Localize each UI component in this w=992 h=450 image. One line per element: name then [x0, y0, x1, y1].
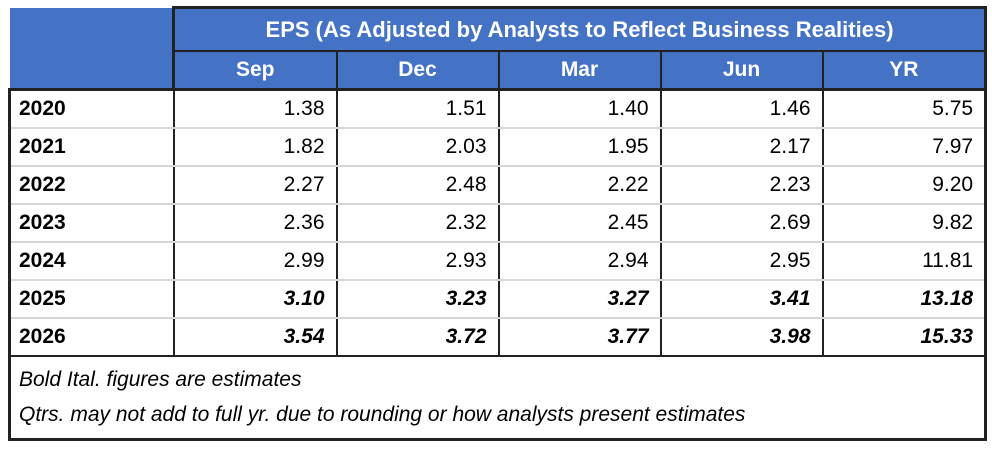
column-header-yr: YR: [821, 50, 988, 91]
row-header-year: 2020: [8, 89, 175, 129]
eps-value: 1.82: [173, 127, 338, 167]
column-header-mar: Mar: [497, 50, 662, 91]
table-row-2023: 2023 2.36 2.32 2.45 2.69 9.82: [8, 203, 988, 243]
column-header-sep: Sep: [172, 50, 338, 91]
eps-estimate-value: 3.41: [660, 279, 824, 319]
eps-estimate-value-yr: 13.18: [822, 279, 988, 319]
column-header-jun: Jun: [659, 50, 824, 91]
eps-value: 1.95: [498, 127, 662, 167]
row-header-year: 2021: [8, 127, 175, 167]
row-header-year: 2026: [8, 317, 175, 357]
eps-value: 2.23: [660, 165, 824, 205]
eps-value: 2.27: [173, 165, 338, 205]
eps-value: 1.46: [660, 89, 824, 129]
eps-estimate-value: 3.77: [498, 317, 662, 357]
eps-table-figure: EPS (As Adjusted by Analysts to Reflect …: [0, 6, 992, 450]
table-row-2026-estimate: 2026 3.54 3.72 3.77 3.98 15.33: [8, 317, 988, 357]
eps-estimate-value: 3.72: [336, 317, 500, 357]
footnote-row: Bold Ital. figures are estimates Qtrs. m…: [7, 354, 988, 441]
eps-table: EPS (As Adjusted by Analysts to Reflect …: [7, 6, 988, 441]
eps-value: 2.95: [660, 241, 824, 281]
table-row-2025-estimate: 2025 3.10 3.23 3.27 3.41 13.18: [8, 279, 988, 319]
eps-value: 2.94: [498, 241, 662, 281]
eps-value: 2.36: [173, 203, 338, 243]
eps-value: 2.22: [498, 165, 662, 205]
eps-value-yr: 9.20: [822, 165, 988, 205]
eps-estimate-value: 3.10: [173, 279, 338, 319]
eps-value: 1.40: [498, 89, 662, 129]
row-header-year: 2023: [8, 203, 175, 243]
table-title: EPS (As Adjusted by Analysts to Reflect …: [171, 6, 988, 52]
table-row-2024: 2024 2.99 2.93 2.94 2.95 11.81: [8, 241, 988, 281]
corner-cell: [9, 7, 175, 91]
eps-value: 2.48: [336, 165, 500, 205]
eps-value: 2.45: [498, 203, 662, 243]
eps-value-yr: 11.81: [822, 241, 988, 281]
row-header-year: 2024: [8, 241, 175, 281]
table-row-2022: 2022 2.27 2.48 2.22 2.23 9.20: [8, 165, 988, 205]
footnote-rounding: Qtrs. may not add to full yr. due to rou…: [19, 402, 746, 426]
row-header-year: 2025: [8, 279, 175, 319]
eps-value: 1.38: [173, 89, 338, 129]
eps-value-yr: 9.82: [822, 203, 988, 243]
eps-value: 2.03: [336, 127, 500, 167]
eps-estimate-value: 3.27: [498, 279, 662, 319]
eps-estimate-value: 3.54: [173, 317, 338, 357]
footnotes: Bold Ital. figures are estimates Qtrs. m…: [7, 354, 988, 441]
eps-estimate-value: 3.98: [660, 317, 824, 357]
eps-value: 2.99: [173, 241, 338, 281]
table-row-2021: 2021 1.82 2.03 1.95 2.17 7.97: [8, 127, 988, 167]
eps-value: 2.93: [336, 241, 500, 281]
footnote-estimates: Bold Ital. figures are estimates: [19, 367, 302, 391]
eps-value-yr: 7.97: [822, 127, 988, 167]
eps-value-yr: 5.75: [822, 89, 988, 129]
eps-value: 2.17: [660, 127, 824, 167]
title-row: EPS (As Adjusted by Analysts to Reflect …: [9, 6, 988, 91]
eps-value: 2.69: [660, 203, 824, 243]
row-header-year: 2022: [8, 165, 175, 205]
column-header-dec: Dec: [335, 50, 500, 91]
eps-value: 1.51: [336, 89, 500, 129]
eps-estimate-value-yr: 15.33: [822, 317, 988, 357]
eps-estimate-value: 3.23: [336, 279, 500, 319]
eps-value: 2.32: [336, 203, 500, 243]
column-header-row: Sep Dec Mar Jun YR: [10, 50, 988, 91]
table-row-2020: 2020 1.38 1.51 1.40 1.46 5.75: [8, 89, 988, 129]
